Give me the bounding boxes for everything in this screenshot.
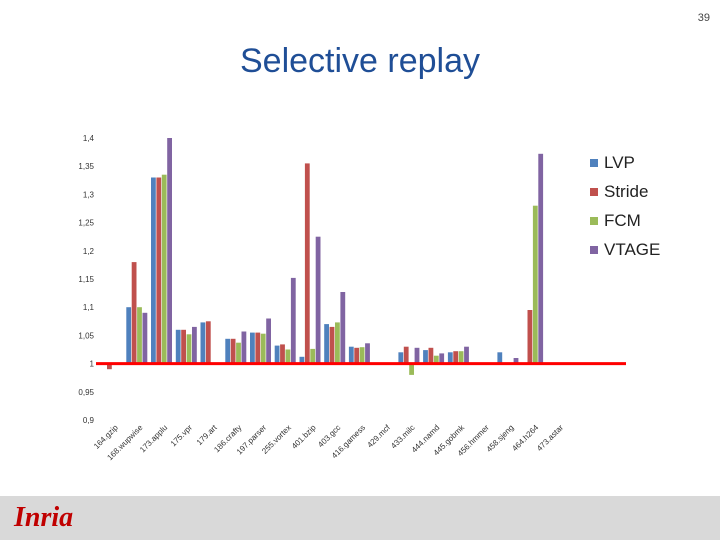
y-tick-label: 0,9 bbox=[83, 416, 95, 425]
bar-vtage bbox=[538, 153, 544, 364]
bar-vtage bbox=[340, 292, 346, 364]
x-tick-label: 458.sjeng bbox=[485, 423, 516, 454]
legend-label-fcm: FCM bbox=[604, 210, 641, 230]
y-tick-label: 1 bbox=[90, 360, 95, 369]
bar-stride bbox=[280, 344, 285, 364]
bar-vtage bbox=[365, 343, 370, 364]
bar-vtage bbox=[167, 138, 172, 364]
x-tick-label: 175.vpr bbox=[169, 423, 194, 448]
bar-stride bbox=[255, 332, 261, 364]
x-tick-label: 429.mcf bbox=[365, 423, 392, 450]
bar-stride bbox=[354, 347, 360, 364]
footer-bar bbox=[0, 496, 720, 540]
bar-vtage bbox=[192, 326, 197, 364]
bar-lvp bbox=[200, 322, 206, 364]
x-tick-label: 401.bzip bbox=[290, 423, 318, 451]
y-tick-label: 1,35 bbox=[78, 162, 94, 171]
bar-stride bbox=[304, 163, 310, 364]
legend-label-vtage: VTAGE bbox=[604, 239, 661, 259]
bar-stride bbox=[107, 363, 112, 370]
bar-stride bbox=[527, 310, 533, 364]
bar-vtage bbox=[513, 358, 519, 364]
bar-vtage bbox=[241, 331, 247, 364]
bar-fcm bbox=[186, 334, 192, 364]
bar-lvp bbox=[299, 356, 305, 364]
bar-fcm bbox=[335, 322, 340, 364]
bar-fcm bbox=[409, 363, 414, 375]
bar-lvp bbox=[497, 352, 503, 364]
slide-number: 39 bbox=[697, 12, 710, 24]
bar-lvp bbox=[398, 352, 404, 364]
bar-fcm bbox=[137, 307, 142, 364]
bar-stride bbox=[453, 351, 459, 364]
y-tick-label: 1,25 bbox=[78, 219, 94, 228]
bar-fcm bbox=[532, 205, 538, 364]
bar-lvp bbox=[348, 346, 354, 364]
legend-swatch-vtage bbox=[590, 245, 598, 254]
y-tick-label: 0,95 bbox=[78, 388, 94, 397]
y-tick-label: 1,05 bbox=[78, 331, 94, 340]
bar-stride bbox=[230, 338, 236, 364]
bar-fcm bbox=[260, 333, 266, 364]
bar-vtage bbox=[266, 318, 271, 364]
bar-vtage bbox=[439, 353, 445, 364]
x-tick-label: 473.astar bbox=[535, 423, 565, 453]
bar-stride bbox=[329, 326, 335, 364]
y-tick-label: 1,2 bbox=[83, 247, 95, 256]
bar-fcm bbox=[161, 174, 167, 364]
bar-lvp bbox=[324, 324, 329, 364]
bar-lvp bbox=[151, 177, 156, 364]
bar-stride bbox=[403, 346, 409, 364]
legend-item-stride: Stride bbox=[590, 177, 660, 206]
chart-legend: LVP Stride FCM VTAGE bbox=[590, 148, 660, 264]
y-tick-label: 1,15 bbox=[78, 275, 94, 284]
bar-vtage bbox=[290, 277, 296, 364]
inria-logo: Inria bbox=[14, 502, 74, 533]
y-tick-label: 1,3 bbox=[83, 190, 95, 199]
bar-stride bbox=[156, 177, 162, 364]
legend-label-lvp: LVP bbox=[604, 152, 635, 172]
slide-title: Selective replay bbox=[239, 42, 480, 80]
bar-lvp bbox=[423, 350, 428, 364]
bar-lvp bbox=[274, 345, 280, 364]
bar-vtage bbox=[315, 236, 321, 364]
bar-stride bbox=[181, 329, 186, 364]
legend-label-stride: Stride bbox=[604, 181, 649, 201]
bar-lvp bbox=[250, 332, 255, 364]
legend-swatch-lvp bbox=[590, 158, 598, 167]
bar-lvp bbox=[225, 338, 231, 364]
legend-swatch-stride bbox=[590, 187, 598, 196]
bar-fcm bbox=[310, 348, 316, 364]
bar-vtage bbox=[142, 312, 148, 364]
bar-lvp bbox=[126, 307, 132, 364]
legend-item-fcm: FCM bbox=[590, 206, 660, 235]
bar-fcm bbox=[359, 347, 365, 364]
bar-stride bbox=[131, 262, 137, 364]
y-tick-label: 1,4 bbox=[83, 134, 95, 143]
y-tick-label: 1,1 bbox=[83, 303, 95, 312]
bar-lvp bbox=[175, 329, 181, 364]
bar-stride bbox=[428, 347, 434, 364]
legend-item-lvp: LVP bbox=[590, 148, 660, 177]
bar-fcm bbox=[458, 351, 464, 364]
legend-item-vtage: VTAGE bbox=[590, 235, 660, 264]
bar-lvp bbox=[447, 352, 453, 364]
bar-fcm bbox=[236, 342, 241, 364]
bar-vtage bbox=[464, 346, 469, 364]
bar-fcm bbox=[433, 355, 439, 364]
bar-fcm bbox=[285, 349, 291, 364]
bar-stride bbox=[205, 321, 211, 364]
bar-vtage bbox=[414, 347, 420, 364]
legend-swatch-fcm bbox=[590, 216, 598, 225]
